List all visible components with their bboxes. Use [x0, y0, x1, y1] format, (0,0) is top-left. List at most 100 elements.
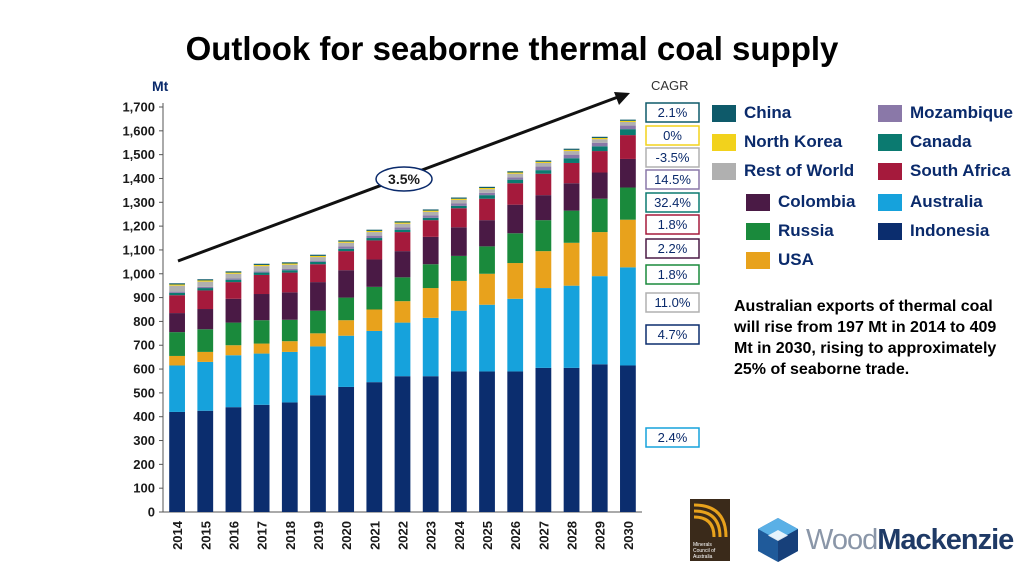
bar-segment: [310, 333, 326, 347]
legend-swatch: [746, 251, 770, 269]
bar-segment: [422, 210, 439, 212]
bar-segment: [310, 346, 326, 396]
bar-segment: [563, 183, 580, 211]
bar-segment: [620, 365, 636, 512]
bar-segment: [507, 172, 524, 174]
bar-segment: [620, 122, 636, 126]
bar-segment: [338, 240, 355, 242]
cagr-box: [645, 427, 700, 448]
growth-label-ellipse: [375, 166, 433, 192]
bar-segment: [310, 254, 326, 256]
bar-segment: [422, 211, 439, 216]
x-tick-label: 2024: [452, 520, 467, 550]
bar-segment: [422, 215, 439, 218]
bar-segment: [507, 233, 524, 264]
legend-label: China: [744, 103, 792, 122]
chart-legend: China Mozambique North Korea Canada Rest of …: [712, 100, 1024, 275]
legend-label: Australia: [910, 192, 983, 211]
bar-segment: [169, 411, 185, 512]
x-tick-label: 2029: [593, 521, 608, 550]
cagr-value: 1.8%: [658, 267, 688, 282]
legend-label: USA: [778, 250, 814, 269]
bar-segment: [620, 187, 636, 220]
bar-segment: [366, 235, 383, 239]
bar-segment: [338, 335, 355, 387]
cagr-box: [645, 238, 700, 259]
bar-segment: [366, 238, 383, 241]
bar-segment: [394, 322, 411, 377]
cagr-box: [645, 125, 700, 146]
bar-segment: [563, 158, 580, 163]
y-tick-label: 1,500: [122, 147, 155, 162]
cagr-box: [645, 169, 700, 190]
bar-segment: [620, 219, 636, 268]
bar-segment: [253, 343, 270, 354]
y-tick-label: 1,200: [122, 219, 155, 234]
bar-segment: [281, 270, 298, 273]
bar-segment: [253, 404, 270, 512]
bar-segment: [253, 271, 270, 273]
y-tick-label: 600: [133, 362, 155, 377]
y-tick-label: 1,300: [122, 195, 155, 210]
bar-segment: [620, 125, 636, 130]
bar-segment: [394, 229, 411, 233]
cagr-value: 32.4%: [654, 195, 691, 210]
bar-segment: [366, 230, 383, 233]
bar-segment: [563, 162, 580, 184]
bar-segment: [338, 297, 355, 321]
bar-segment: [281, 262, 298, 264]
bar-segment: [479, 371, 495, 512]
bar-segment: [169, 355, 185, 366]
x-tick-label: 2016: [226, 521, 241, 550]
y-tick-label: 700: [133, 338, 155, 353]
bar-segment: [535, 162, 552, 167]
bar-segment: [535, 251, 552, 289]
bar-segment: [563, 148, 580, 150]
bar-segment: [225, 279, 242, 283]
y-tick-label: 500: [133, 385, 155, 400]
bar-segment: [422, 209, 439, 211]
bar-segment: [338, 320, 355, 336]
cagr-value: 2.1%: [658, 105, 688, 120]
bar-segment: [366, 229, 383, 231]
x-tick-label: 2015: [198, 521, 213, 550]
x-tick-label: 2019: [311, 521, 326, 550]
bar-segment: [591, 172, 608, 199]
bar-segment: [535, 160, 552, 162]
legend-item: Australia: [878, 192, 983, 212]
bar-segment: [479, 273, 495, 305]
bar-segment: [535, 170, 552, 174]
bar-segment: [197, 280, 214, 282]
bar-segment: [281, 272, 298, 293]
legend-swatch: [878, 162, 902, 180]
bar-segment: [169, 285, 185, 292]
bar-segment: [591, 142, 608, 147]
bar-segment: [507, 204, 524, 234]
bar-segment: [253, 274, 270, 295]
bar-segment: [253, 353, 270, 405]
bar-segment: [535, 367, 552, 512]
bar-segment: [620, 119, 636, 121]
mca-logo-text: Council of: [693, 548, 716, 554]
cagr-value: 1.8%: [658, 217, 688, 232]
legend-swatch: [746, 222, 770, 240]
bar-segment: [394, 222, 411, 224]
y-tick-label: 400: [133, 409, 155, 424]
bar-segment: [479, 304, 495, 372]
bar-segment: [479, 192, 495, 196]
bar-segment: [450, 205, 467, 209]
bar-segment: [507, 177, 524, 180]
bar-segment: [281, 269, 298, 271]
bar-segment: [563, 154, 580, 159]
bar-segment: [281, 292, 298, 320]
mca-logo-text: Australia: [693, 554, 713, 560]
bar-segment: [366, 240, 383, 260]
bar-segment: [338, 386, 355, 512]
x-tick-label: 2018: [283, 521, 298, 550]
bar-segment: [479, 186, 495, 188]
bar-segment: [225, 345, 242, 356]
bar-segment: [197, 351, 214, 362]
bar-segment: [507, 179, 524, 184]
bar-segment: [450, 227, 467, 256]
cagr-box: [645, 264, 700, 285]
